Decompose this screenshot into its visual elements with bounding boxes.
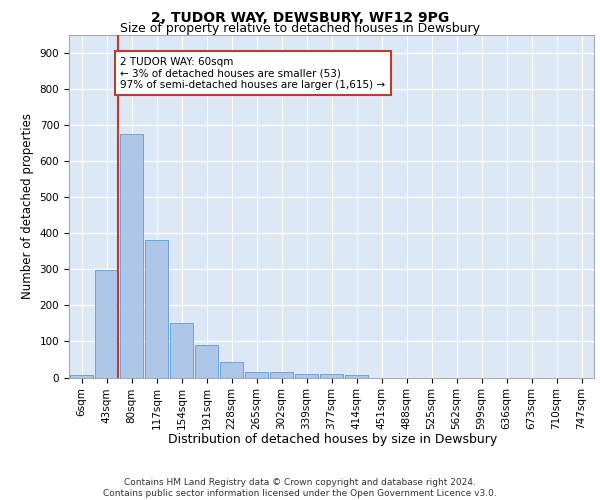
Y-axis label: Number of detached properties: Number of detached properties <box>21 114 34 299</box>
Bar <box>195 345 218 378</box>
Text: Size of property relative to detached houses in Dewsbury: Size of property relative to detached ho… <box>120 22 480 35</box>
Text: 2, TUDOR WAY, DEWSBURY, WF12 9PG: 2, TUDOR WAY, DEWSBURY, WF12 9PG <box>151 11 449 25</box>
Bar <box>245 372 268 378</box>
Bar <box>120 134 143 378</box>
Bar <box>70 374 93 378</box>
Bar <box>220 362 243 378</box>
Bar <box>320 374 343 378</box>
Bar <box>145 240 168 378</box>
Text: Distribution of detached houses by size in Dewsbury: Distribution of detached houses by size … <box>169 432 497 446</box>
Bar <box>270 372 293 378</box>
Bar <box>95 270 118 378</box>
Bar <box>170 322 193 378</box>
Bar <box>345 375 368 378</box>
Text: 2 TUDOR WAY: 60sqm
← 3% of detached houses are smaller (53)
97% of semi-detached: 2 TUDOR WAY: 60sqm ← 3% of detached hous… <box>120 56 385 90</box>
Bar <box>295 374 318 378</box>
Text: Contains HM Land Registry data © Crown copyright and database right 2024.
Contai: Contains HM Land Registry data © Crown c… <box>103 478 497 498</box>
